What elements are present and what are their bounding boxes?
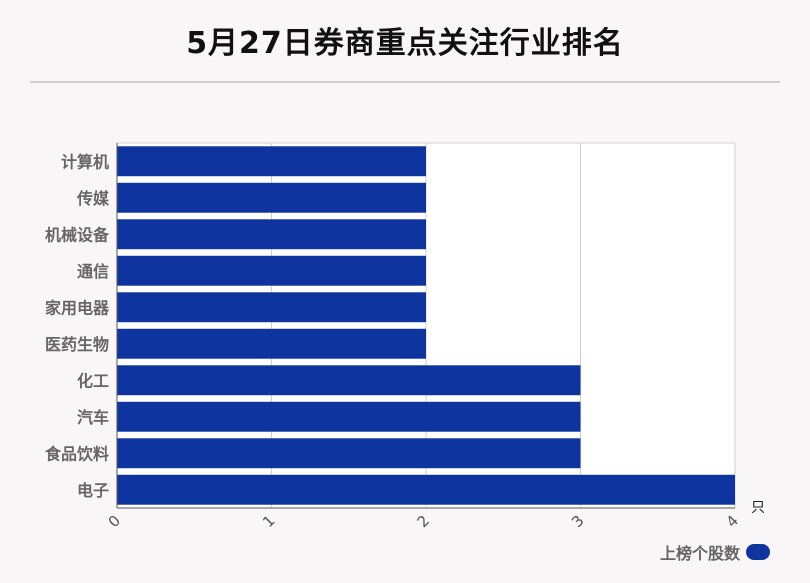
y-tick-label: 汽车: [77, 408, 109, 427]
legend-label: 上榜个股数: [659, 544, 740, 563]
bar: [117, 146, 426, 177]
y-tick-label: 传媒: [76, 189, 110, 208]
bar: [117, 474, 735, 505]
chart-title: 5月27日券商重点关注行业排名: [186, 26, 624, 61]
x-unit-label: 只: [751, 500, 765, 516]
y-tick-label: 计算机: [61, 152, 109, 171]
x-tick-label: 1: [259, 512, 278, 531]
y-tick-label: 机械设备: [45, 225, 110, 244]
y-tick-label: 化工: [77, 371, 109, 390]
x-tick-label: 2: [414, 512, 433, 531]
y-tick-label: 电子: [77, 481, 109, 500]
legend[interactable]: 上榜个股数: [660, 540, 770, 564]
bar: [117, 328, 426, 359]
bar: [117, 292, 426, 323]
y-tick-label: 通信: [77, 262, 109, 281]
bar: [117, 182, 426, 213]
y-tick-label: 食品饮料: [44, 444, 109, 463]
y-tick-label: 医药生物: [45, 335, 109, 354]
title-divider: [30, 81, 780, 83]
x-tick-label: 4: [723, 512, 742, 531]
bar: [117, 219, 426, 250]
y-tick-label: 家用电器: [45, 298, 110, 317]
bar: [117, 401, 581, 432]
x-tick-label: 0: [105, 512, 124, 531]
legend-swatch: [746, 544, 770, 560]
bar: [117, 255, 426, 286]
bar: [117, 365, 581, 396]
bar: [117, 438, 581, 469]
x-tick-label: 3: [568, 512, 587, 531]
